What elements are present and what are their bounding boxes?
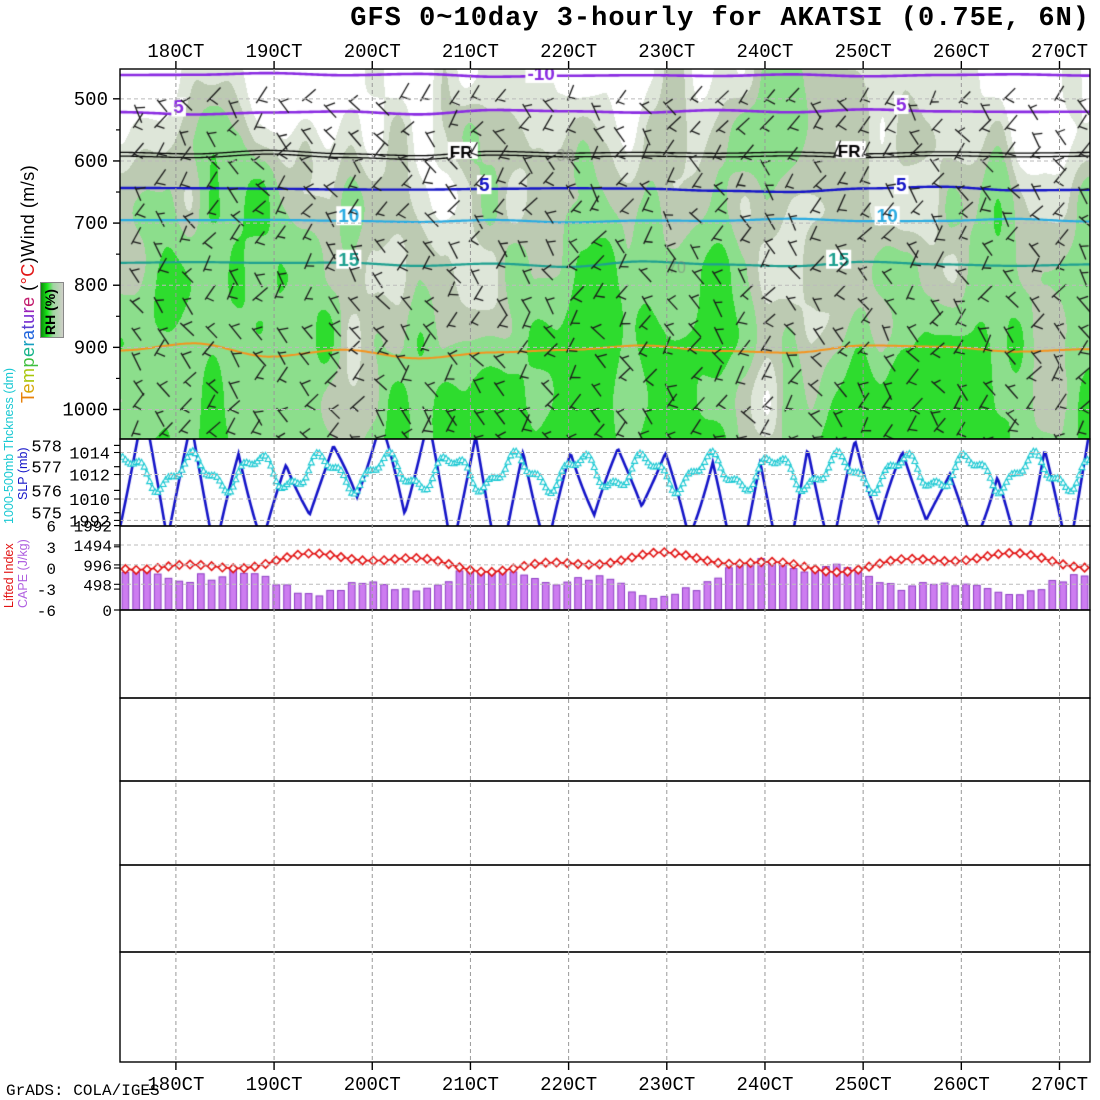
svg-text:260CT: 260CT xyxy=(933,41,990,63)
svg-text:270CT: 270CT xyxy=(1031,1074,1088,1096)
svg-text:220CT: 220CT xyxy=(540,1074,597,1096)
svg-text:190CT: 190CT xyxy=(246,1074,303,1096)
svg-text:220CT: 220CT xyxy=(540,41,597,63)
svg-text:240CT: 240CT xyxy=(736,1074,793,1096)
svg-text:210CT: 210CT xyxy=(442,1074,499,1096)
svg-text:230CT: 230CT xyxy=(638,41,695,63)
svg-text:260CT: 260CT xyxy=(933,1074,990,1096)
svg-text:230CT: 230CT xyxy=(638,1074,695,1096)
svg-text:270CT: 270CT xyxy=(1031,41,1088,63)
svg-text:190CT: 190CT xyxy=(246,41,303,63)
svg-text:210CT: 210CT xyxy=(442,41,499,63)
svg-text:250CT: 250CT xyxy=(835,1074,892,1096)
svg-text:180CT: 180CT xyxy=(147,41,204,63)
svg-text:200CT: 200CT xyxy=(344,1074,401,1096)
svg-text:250CT: 250CT xyxy=(835,41,892,63)
svg-text:200CT: 200CT xyxy=(344,41,401,63)
svg-text:240CT: 240CT xyxy=(736,41,793,63)
